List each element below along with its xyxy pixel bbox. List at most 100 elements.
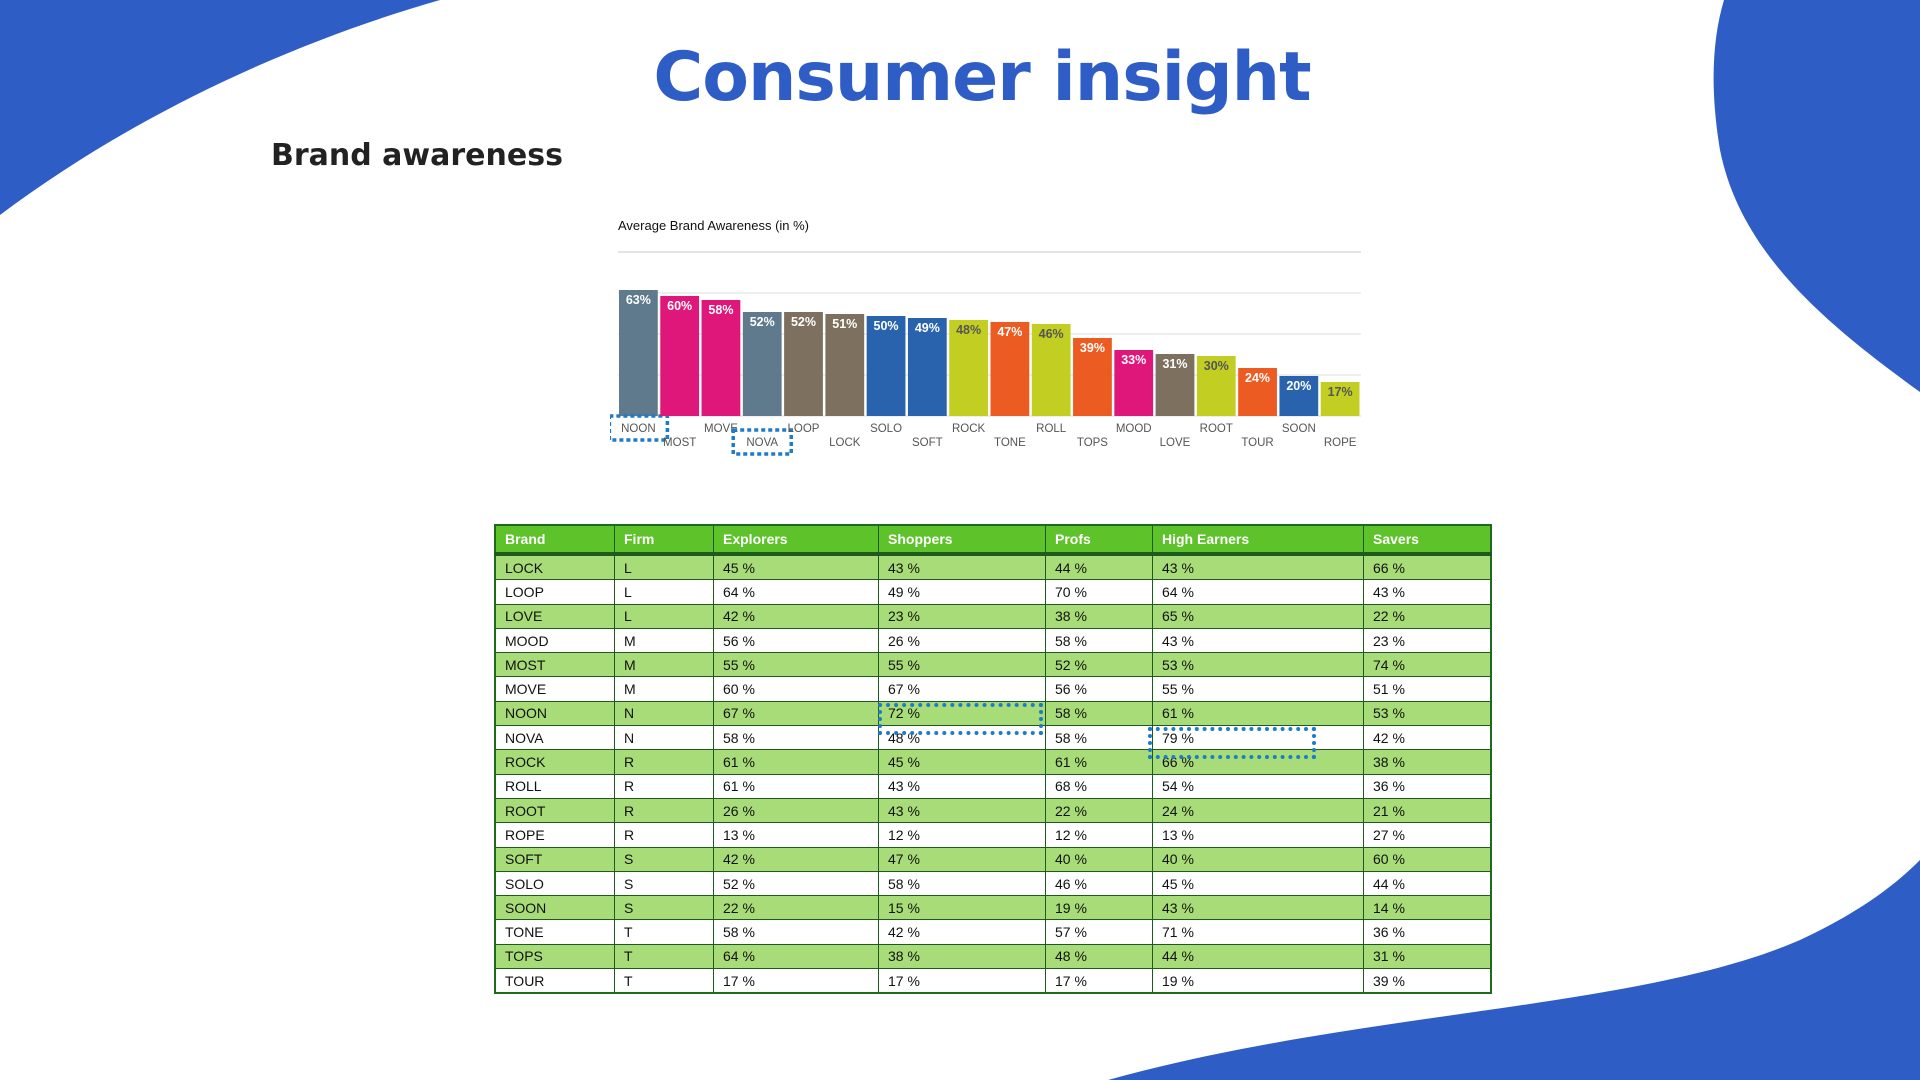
- bar-soft: [907, 318, 947, 416]
- table-cell: 54 %: [1152, 773, 1364, 799]
- table-cell: 43 %: [1363, 579, 1492, 605]
- table-cell: 17 %: [878, 968, 1046, 994]
- table-cell: 40 %: [1045, 846, 1153, 872]
- table-cell: 26 %: [878, 627, 1046, 654]
- table-cell: 61 %: [713, 773, 879, 799]
- table-cell: 61 %: [1045, 749, 1153, 775]
- column-header-explorers: Explorers: [713, 524, 879, 556]
- table-cell: 43 %: [878, 773, 1046, 799]
- x-tick-label: ROCK: [952, 423, 986, 435]
- table-cell: 68 %: [1045, 773, 1153, 799]
- table-cell: S: [614, 895, 714, 921]
- table-row: MOVE M 60 % 67 % 56 % 55 % 51 %: [494, 676, 1492, 702]
- table-cell: 13 %: [1152, 822, 1364, 848]
- bar-data-label: 33%: [1121, 353, 1146, 367]
- table-cell: 24 %: [1152, 797, 1364, 824]
- table-cell: ROLL: [494, 773, 615, 799]
- x-tick-label: TOUR: [1241, 437, 1273, 449]
- table-cell: 44 %: [1363, 870, 1492, 897]
- table-cell: 13 %: [713, 822, 879, 848]
- table-cell: 19 %: [1152, 968, 1364, 994]
- table-row: TOPS T 64 % 38 % 48 % 44 % 31 %: [494, 943, 1492, 970]
- table-cell: 58 %: [713, 919, 879, 945]
- table-row: LOOP L 64 % 49 % 70 % 64 % 43 %: [494, 579, 1492, 605]
- table-cell: 43 %: [878, 797, 1046, 824]
- table-cell: M: [614, 627, 714, 654]
- x-tick-label: MOST: [663, 437, 696, 449]
- bar-lock: [825, 314, 865, 416]
- bar-roll: [1031, 324, 1071, 416]
- bar-data-label: 52%: [750, 315, 775, 329]
- table-row: MOOD M 56 % 26 % 58 % 43 % 23 %: [494, 627, 1492, 654]
- table-cell: 58 %: [1045, 627, 1153, 654]
- bar-noon: [619, 290, 658, 416]
- table-cell: 57 %: [1045, 919, 1153, 945]
- table-cell: 53 %: [1363, 700, 1492, 727]
- table-cell: 23 %: [878, 603, 1046, 629]
- table-body: LOCK L 45 % 43 % 44 % 43 % 66 % LOOP L 64 % 49 % 70…: [494, 553, 1492, 994]
- table-cell: S: [614, 846, 714, 872]
- bar-tone: [990, 322, 1030, 416]
- table-cell: 66 %: [1363, 553, 1492, 581]
- table-cell: 38 %: [878, 943, 1046, 970]
- bar-data-label: 31%: [1162, 357, 1187, 371]
- table-cell: MOST: [494, 652, 615, 678]
- bar-data-label: 24%: [1245, 371, 1270, 385]
- table-cell: 42 %: [1363, 725, 1492, 751]
- table-cell: 31 %: [1363, 943, 1492, 970]
- table-cell: 43 %: [878, 553, 1046, 581]
- bar-nova: [742, 312, 782, 416]
- table-cell: 44 %: [1152, 943, 1364, 970]
- table-cell: 36 %: [1363, 773, 1492, 799]
- table-cell: 55 %: [878, 652, 1046, 678]
- table-cell: T: [614, 943, 714, 970]
- bar-data-label: 17%: [1328, 385, 1353, 399]
- table-cell: TOUR: [494, 968, 615, 994]
- table-cell: 66 %: [1152, 749, 1364, 775]
- column-header-savers: Savers: [1363, 524, 1492, 556]
- table-cell: 48 %: [1045, 943, 1153, 970]
- bar-data-label: 63%: [626, 293, 651, 307]
- table-cell: 43 %: [1152, 553, 1364, 581]
- table-row: ROPE R 13 % 12 % 12 % 13 % 27 %: [494, 822, 1492, 848]
- table-header-row: Brand Firm Explorers Shoppers Profs High Earn…: [494, 524, 1492, 556]
- table-cell: N: [614, 725, 714, 751]
- table-cell: S: [614, 870, 714, 897]
- table-cell: 67 %: [713, 700, 879, 727]
- table-cell: 49 %: [878, 579, 1046, 605]
- table-cell: 14 %: [1363, 895, 1492, 921]
- table-cell: 70 %: [1045, 579, 1153, 605]
- chart-title: Average Brand Awareness (in %): [618, 218, 809, 233]
- table-cell: 55 %: [713, 652, 879, 678]
- table-cell: 71 %: [1152, 919, 1364, 945]
- table-cell: 47 %: [878, 846, 1046, 872]
- awareness-table: Brand Firm Explorers Shoppers Profs High Earn…: [494, 524, 1492, 995]
- table-row: SOON S 22 % 15 % 19 % 43 % 14 %: [494, 895, 1492, 921]
- column-header-brand: Brand: [494, 524, 615, 556]
- table-cell: 45 %: [713, 553, 879, 581]
- x-tick-label: TOPS: [1077, 437, 1108, 449]
- bar-loop: [784, 312, 823, 416]
- table-cell: 60 %: [1363, 846, 1492, 872]
- bar-data-label: 58%: [708, 303, 733, 317]
- table-cell: NOVA: [494, 725, 615, 751]
- table-cell: LOVE: [494, 603, 615, 629]
- x-tick-label: TONE: [994, 437, 1026, 449]
- bar-root: [1196, 356, 1236, 416]
- table-cell: 64 %: [713, 579, 879, 605]
- bar-data-label: 60%: [667, 299, 692, 313]
- table-cell: 40 %: [1152, 846, 1364, 872]
- table-cell: 45 %: [1152, 870, 1364, 897]
- table-cell: 64 %: [1152, 579, 1364, 605]
- x-tick-label: LOCK: [829, 437, 861, 449]
- table-cell: 17 %: [713, 968, 879, 994]
- x-tick-label: MOOD: [1116, 423, 1152, 435]
- table-cell: 64 %: [713, 943, 879, 970]
- x-tick-label: SOLO: [870, 423, 902, 435]
- bar-data-label: 30%: [1204, 359, 1229, 373]
- table-cell: R: [614, 773, 714, 799]
- highlight-box-nova: [731, 428, 793, 456]
- table-cell: 42 %: [713, 846, 879, 872]
- x-tick-label: SOON: [1282, 423, 1316, 435]
- table-cell: 43 %: [1152, 627, 1364, 654]
